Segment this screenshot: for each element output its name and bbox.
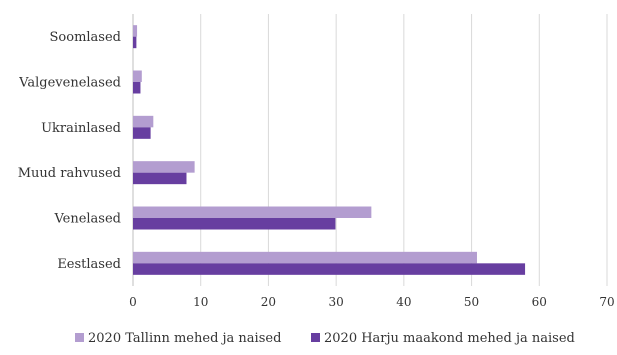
bar-tallinn-1 xyxy=(133,70,142,82)
x-tick-label-60: 60 xyxy=(532,295,547,309)
bar-tallinn-5 xyxy=(133,251,477,264)
bar-harju-3 xyxy=(133,172,187,185)
category-label-4: Venelased xyxy=(53,212,121,227)
bar-tallinn-4 xyxy=(133,206,372,218)
bar-tallinn-0 xyxy=(133,25,138,37)
x-tick-label-40: 40 xyxy=(396,295,411,309)
bar-tallinn-2 xyxy=(133,115,154,128)
category-label-5: Eestlased xyxy=(57,257,121,272)
bar-tallinn-3 xyxy=(133,161,195,173)
legend-swatch-0 xyxy=(75,333,84,342)
x-tick-label-20: 20 xyxy=(261,295,276,309)
bar-harju-1 xyxy=(133,82,141,94)
x-tick-label-0: 0 xyxy=(129,295,137,309)
bar-harju-0 xyxy=(133,36,137,49)
x-tick-labels: 0 10 20 30 40 50 60 70 xyxy=(129,295,614,309)
category-label-2: Ukrainlased xyxy=(41,121,121,136)
x-tick-label-30: 30 xyxy=(329,295,344,309)
category-label-3: Muud rahvused xyxy=(18,166,121,181)
legend-label-1: 2020 Harju maakond mehed ja naised xyxy=(324,331,575,346)
category-labels: Soomlased Valgevenelased Ukrainlased Muud r… xyxy=(18,30,121,272)
x-tick-label-10: 10 xyxy=(193,295,208,309)
legend-swatch-1 xyxy=(311,333,320,342)
gridlines xyxy=(132,14,608,286)
bar-harju-5 xyxy=(133,263,526,275)
legend: 2020 Tallinn mehed ja naised 2020 Harju m… xyxy=(75,331,575,346)
bar-harju-4 xyxy=(133,218,336,230)
legend-label-0: 2020 Tallinn mehed ja naised xyxy=(88,331,281,346)
x-tick-label-50: 50 xyxy=(464,295,479,309)
category-label-1: Valgevenelased xyxy=(18,76,121,91)
bars xyxy=(133,25,526,275)
bar-harju-2 xyxy=(133,127,151,139)
x-tick-label-70: 70 xyxy=(599,295,614,309)
category-label-0: Soomlased xyxy=(50,30,121,45)
